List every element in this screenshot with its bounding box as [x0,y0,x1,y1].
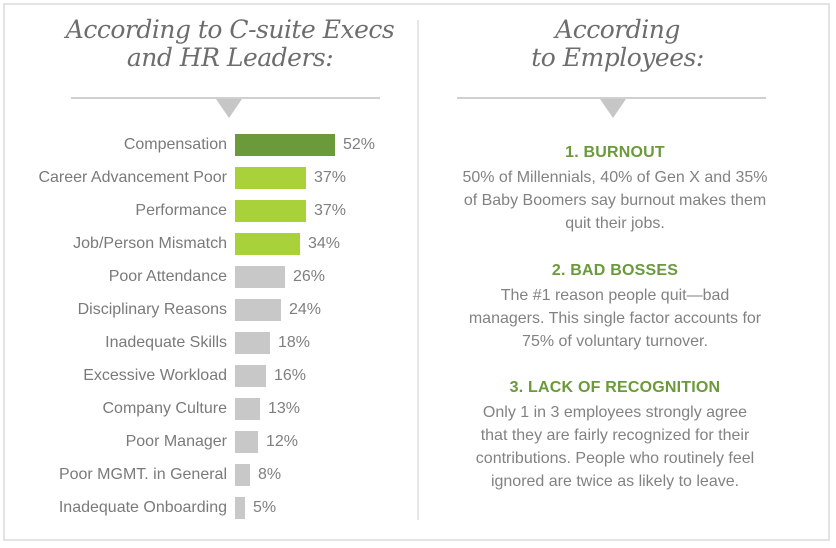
chart-row: Inadequate Onboarding 5% [0,497,417,519]
right-panel-title: According to Employees: [420,16,815,72]
bar-label: Poor MGMT. in General [58,466,227,483]
reason-item-bad-bosses: 2. BAD BOSSES The #1 reason people quit—… [440,261,790,353]
left-title-line-1: According to C-suite Execs [65,15,395,44]
chart-row: Excessive Workload 16% [0,365,417,387]
chart-row: Job/Person Mismatch 34% [0,233,417,255]
bar [235,200,306,222]
bar-value: 18% [278,334,311,351]
bar-value: 37% [314,169,347,186]
bar-value: 8% [258,466,282,483]
bar-label: Compensation [123,136,227,153]
chart-row: Poor Manager 12% [0,431,417,453]
bar-value: 12% [266,433,299,450]
bar-label: Inadequate Skills [105,334,227,351]
bar-label: Career Advancement Poor [38,169,227,186]
chart-row: Poor MGMT. in General 8% [0,464,417,486]
column-divider [417,20,419,520]
bar [235,266,285,288]
chart-row: Inadequate Skills 18% [0,332,417,354]
bar [235,167,306,189]
bar-value: 26% [293,268,326,285]
bar-label: Excessive Workload [83,367,227,384]
bar-value: 34% [308,235,341,252]
reason-body: The #1 reason people quit—bad managers. … [468,287,762,350]
reason-item-burnout: 1. BURNOUT 50% of Millennials, 40% of Ge… [440,143,790,235]
chart-row: Career Advancement Poor 37% [0,167,417,189]
bar-value: 16% [274,367,307,384]
bar-value: 13% [268,400,301,417]
right-title-line-1: According [555,15,680,44]
reason-heading: 1. BURNOUT [565,144,665,161]
chart-row: Company Culture 13% [0,398,417,420]
bar [235,299,281,321]
bar-label: Disciplinary Reasons [77,301,227,318]
bar [235,431,258,453]
bar-label: Performance [135,202,227,219]
bar [235,464,250,486]
bar-value: 37% [314,202,347,219]
reason-body: 50% of Millennials, 40% of Gen X and 35%… [462,169,768,232]
right-title-line-2: to Employees: [531,43,704,72]
bar [235,134,335,156]
left-title-underline [71,97,380,99]
right-title-underline [457,97,766,99]
bar [235,332,270,354]
bar [235,233,300,255]
bar [235,365,266,387]
chart-row: Compensation 52% [0,134,417,156]
infographic-frame [3,3,830,541]
bar [235,497,245,519]
triangle-down-icon [600,99,626,118]
bar-value: 24% [289,301,322,318]
reason-body: Only 1 in 3 employees strongly agree tha… [475,404,755,490]
left-panel-title: According to C-suite Execs and HR Leader… [40,16,420,72]
left-title-line-2: and HR Leaders: [126,43,334,72]
bar-value: 52% [343,136,376,153]
bar-label: Poor Manager [125,433,227,450]
chart-row: Disciplinary Reasons 24% [0,299,417,321]
bar [235,398,260,420]
reason-heading: 3. LACK OF RECOGNITION [509,379,721,396]
bar-label: Poor Attendance [108,268,227,285]
triangle-down-icon [216,99,242,118]
bar-label: Job/Person Mismatch [73,235,227,252]
bar-label: Inadequate Onboarding [58,499,227,516]
bar-label: Company Culture [102,400,228,417]
chart-row: Poor Attendance 26% [0,266,417,288]
chart-row: Performance 37% [0,200,417,222]
reason-heading: 2. BAD BOSSES [551,262,679,279]
reason-item-lack-of-recognition: 3. LACK OF RECOGNITION Only 1 in 3 emplo… [440,378,790,493]
bar-value: 5% [253,499,277,516]
